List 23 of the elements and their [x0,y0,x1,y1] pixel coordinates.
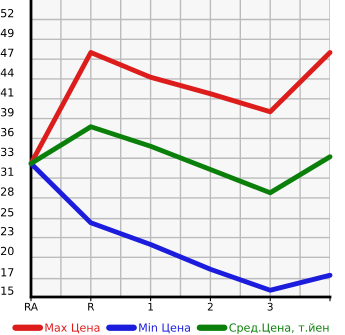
y-tick-label: 49 [0,28,14,38]
y-tick-label: 33 [1,148,14,156]
y-tick-label: 44 [0,68,14,77]
x-tick-label: 1 [148,302,153,310]
y-tick-label: 15 [1,286,14,295]
legend-label: Min Цена [139,323,190,334]
y-tick-label: 36 [1,128,14,136]
y-tick-label: 17 [1,268,14,276]
y-tick-label: 20 [1,246,14,256]
x-tick-label: R [88,302,94,310]
x-tick-label: 2 [208,302,213,310]
legend-label: Max Цена [45,323,100,334]
y-tick-label: 41 [0,88,14,96]
x-tick-label: 3 [268,302,273,311]
y-tick-label: 25 [1,208,14,216]
y-tick-label: 52 [1,8,14,18]
legend-label: Сред.Цена, т.йен [229,323,329,334]
x-tick-label: RA [25,302,38,310]
y-tick-label: 39 [1,108,14,116]
y-tick-label: 47 [0,48,14,57]
y-tick-label: 28 [1,187,14,196]
y-tick-label: 23 [1,226,14,236]
y-tick-label: 31 [1,167,14,176]
